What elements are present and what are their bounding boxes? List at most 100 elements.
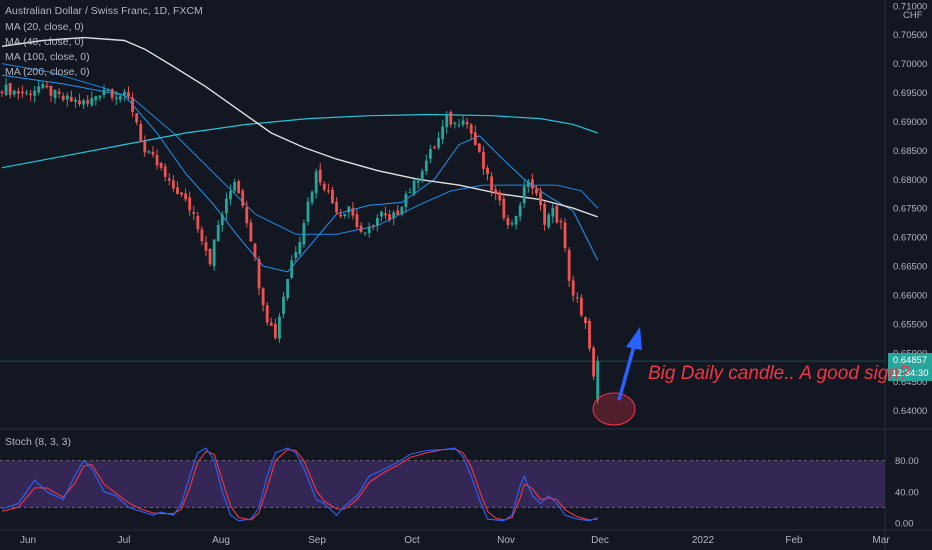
candle-body bbox=[571, 280, 575, 296]
candle-body bbox=[53, 89, 57, 99]
candle-body bbox=[559, 221, 563, 223]
candle-body bbox=[131, 97, 134, 113]
symbol-title[interactable]: Australian Dollar / Swiss Franc, 1D, FXC… bbox=[5, 5, 203, 17]
candle-body bbox=[429, 149, 432, 159]
price-tick-label: 0.69000 bbox=[893, 117, 927, 128]
candle-body bbox=[69, 96, 73, 102]
candle-body bbox=[139, 124, 143, 141]
candle-body bbox=[282, 296, 285, 315]
candle-body bbox=[265, 305, 269, 323]
candle-body bbox=[286, 278, 289, 298]
time-tick-label: 2022 bbox=[692, 535, 715, 546]
candle-body bbox=[457, 124, 461, 126]
candle-body bbox=[74, 99, 77, 102]
candle-body bbox=[233, 182, 236, 191]
candle-body bbox=[78, 100, 81, 105]
stoch-band bbox=[0, 460, 885, 508]
candle-body bbox=[531, 179, 534, 189]
stoch-tick-label: 80.00 bbox=[895, 456, 919, 467]
candle-body bbox=[114, 97, 118, 100]
price-tick-label: 0.66000 bbox=[893, 290, 927, 301]
price-tick-label: 0.66500 bbox=[893, 262, 927, 273]
candle-body bbox=[327, 190, 330, 192]
candle-body bbox=[380, 211, 383, 217]
candle-body bbox=[290, 260, 294, 278]
candle-body bbox=[375, 218, 379, 226]
time-tick-label: Oct bbox=[404, 535, 420, 546]
candle-body bbox=[204, 242, 208, 251]
candle-body bbox=[33, 90, 37, 96]
candle-body bbox=[502, 199, 506, 219]
annotation-text[interactable]: Big Daily candle.. A good sign? bbox=[648, 363, 910, 384]
candle-body bbox=[445, 113, 449, 128]
ma-line bbox=[1, 113, 598, 169]
candle-body bbox=[367, 226, 371, 233]
price-tick-label: 0.70000 bbox=[893, 59, 927, 70]
last-price-tag: 0.64857 12:34:30 bbox=[888, 353, 932, 381]
candle-body bbox=[371, 225, 375, 227]
candle-body bbox=[490, 176, 493, 191]
indicator-ma200-label[interactable]: MA (200, close, 0) bbox=[5, 66, 90, 78]
candle-body bbox=[510, 223, 514, 225]
candle-body bbox=[155, 154, 159, 166]
candle-body bbox=[102, 89, 106, 96]
time-tick-label: Jun bbox=[20, 535, 36, 546]
candle-body bbox=[461, 120, 465, 125]
candle-body bbox=[4, 84, 8, 95]
candle-body bbox=[347, 206, 351, 213]
candle-body bbox=[180, 192, 183, 195]
candle-body bbox=[106, 90, 110, 92]
candle-body bbox=[473, 132, 477, 145]
candle-body bbox=[135, 113, 139, 123]
candle-body bbox=[163, 166, 167, 177]
candle-body bbox=[12, 90, 16, 95]
candle-body bbox=[526, 181, 530, 188]
candle-body bbox=[331, 189, 334, 204]
candle-body bbox=[220, 214, 224, 226]
oscillator-label[interactable]: Stoch (8, 3, 3) bbox=[5, 436, 71, 448]
stoch-d-line bbox=[1, 448, 598, 521]
price-tick-label: 0.69500 bbox=[893, 88, 927, 99]
candle-body bbox=[584, 317, 587, 323]
candle-body bbox=[486, 167, 489, 175]
candle-body bbox=[86, 100, 90, 104]
candle-body bbox=[592, 347, 595, 377]
candle-body bbox=[167, 178, 171, 181]
candle-body bbox=[449, 112, 453, 125]
candle-body bbox=[318, 169, 322, 183]
candle-body bbox=[61, 95, 65, 101]
candle-body bbox=[49, 85, 53, 96]
price-tick-label: 0.64500 bbox=[893, 377, 927, 388]
candle-body bbox=[543, 203, 547, 225]
candle-body bbox=[535, 188, 538, 194]
indicator-ma40-label[interactable]: MA (40, close, 0) bbox=[5, 36, 84, 48]
candle-body bbox=[522, 186, 526, 204]
candle-body bbox=[355, 214, 359, 228]
candle-body bbox=[147, 151, 151, 153]
candle-body bbox=[245, 207, 249, 224]
indicator-ma20-label[interactable]: MA (20, close, 0) bbox=[5, 21, 84, 33]
indicator-ma100-label[interactable]: MA (100, close, 0) bbox=[5, 51, 90, 63]
candle-body bbox=[269, 322, 273, 326]
price-tick-label: 0.64000 bbox=[893, 406, 927, 417]
candle-body bbox=[392, 212, 396, 219]
candle-body bbox=[547, 214, 551, 228]
candle-body bbox=[241, 190, 245, 206]
candle-body bbox=[424, 160, 428, 172]
candle-body bbox=[45, 85, 49, 88]
candle-body bbox=[196, 215, 200, 230]
candle-body bbox=[433, 147, 436, 149]
candle-body bbox=[82, 100, 85, 105]
candle-body bbox=[441, 126, 445, 140]
candle-body bbox=[237, 181, 241, 193]
stoch-tick-label: 40.00 bbox=[895, 487, 919, 498]
stochastic-pane bbox=[0, 447, 885, 522]
candle-body bbox=[151, 151, 155, 155]
candle-body bbox=[110, 89, 114, 98]
candle-body bbox=[551, 207, 555, 217]
price-tick-label: 0.65500 bbox=[893, 319, 927, 330]
candle-body bbox=[563, 222, 567, 249]
candle-body bbox=[596, 360, 600, 401]
arrow-head bbox=[626, 327, 642, 350]
